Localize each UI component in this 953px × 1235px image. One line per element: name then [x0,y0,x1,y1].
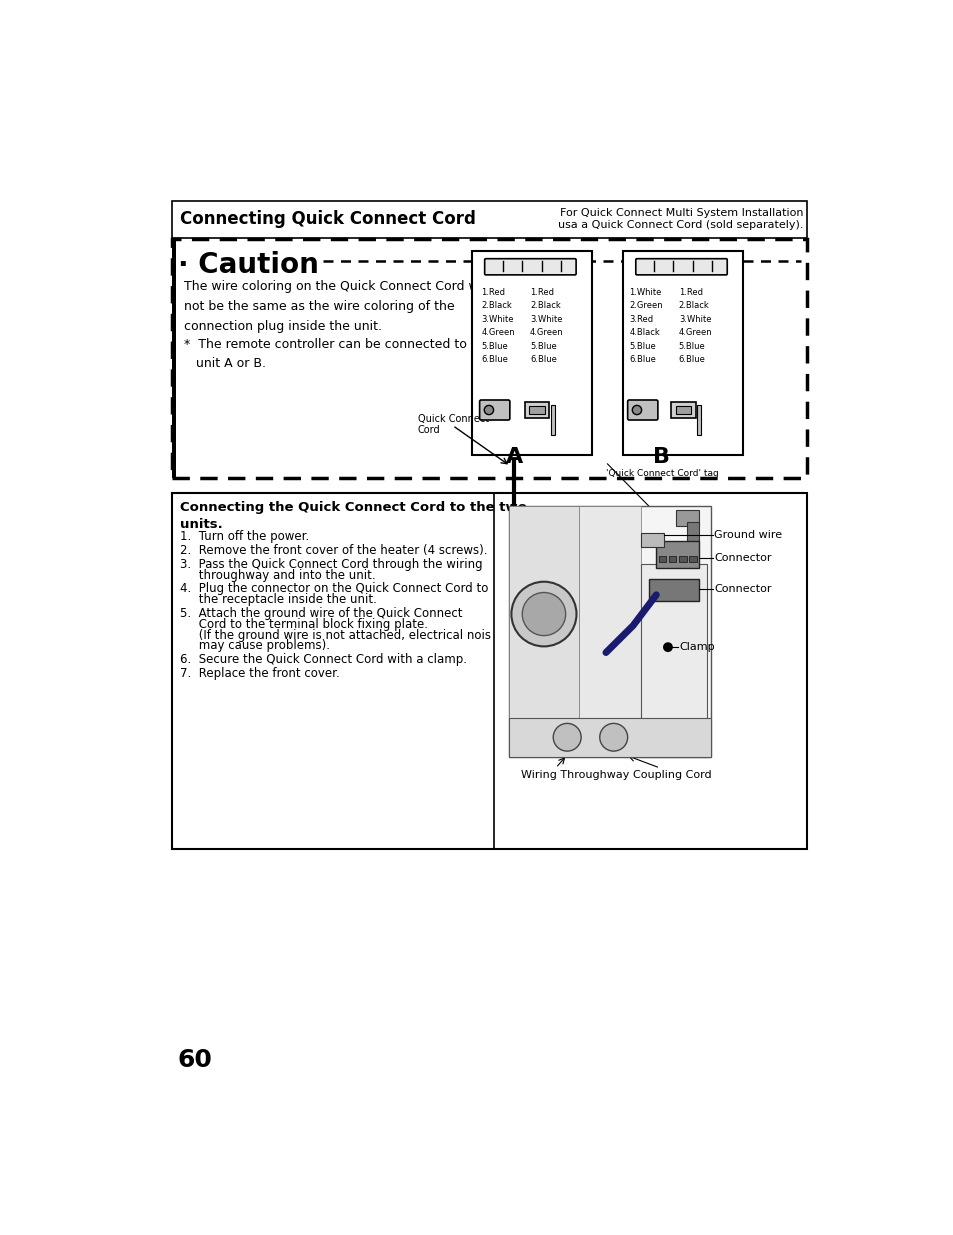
Text: 1.Red
2.Black
3.White
4.Green
5.Blue
6.Blue: 1.Red 2.Black 3.White 4.Green 5.Blue 6.B… [530,288,563,364]
Bar [648,579,699,601]
Text: For Quick Connect Multi System Installation
usa a Quick Connect Cord (sold separ: For Quick Connect Multi System Installat… [558,209,802,230]
Bar [697,405,700,436]
Bar [172,493,806,848]
Bar [640,534,663,547]
Bar [172,312,174,324]
FancyBboxPatch shape [635,258,726,275]
Text: Ground wire: Ground wire [714,530,781,540]
Bar [686,521,699,541]
Text: (If the ground wire is not attached, electrical nois: (If the ground wire is not attached, ele… [179,629,490,642]
Bar [472,251,592,454]
Bar [675,406,691,414]
Bar [172,240,175,478]
Text: Connector: Connector [714,584,771,594]
Bar [509,718,710,757]
Bar [172,340,174,350]
Circle shape [599,724,627,751]
Bar [172,299,174,310]
Text: A: A [505,447,522,467]
Bar [529,406,544,414]
Text: 7.  Replace the front cover.: 7. Replace the front cover. [179,667,339,680]
Text: throughway and into the unit.: throughway and into the unit. [179,568,375,582]
Text: 1.White
2.Green
3.Red
4.Black
5.Blue
6.Blue: 1.White 2.Green 3.Red 4.Black 5.Blue 6.B… [629,288,662,364]
Text: may cause problems).: may cause problems). [179,640,330,652]
Bar [172,240,806,478]
FancyBboxPatch shape [484,258,576,275]
Text: Connector: Connector [714,553,771,563]
Text: *  The remote controller can be connected to either
   unit A or B.: * The remote controller can be connected… [184,337,508,369]
Circle shape [632,405,641,415]
Text: 'Quick Connect Cord' tag: 'Quick Connect Cord' tag [605,468,718,478]
Circle shape [484,405,493,415]
Text: Wiring Throughway: Wiring Throughway [520,771,628,781]
Circle shape [553,724,580,751]
Text: 60: 60 [177,1047,212,1072]
Text: Connecting Quick Connect Cord: Connecting Quick Connect Cord [179,210,476,228]
Text: 1.Red
2.Black
3.White
4.Green
5.Blue
6.Blue: 1.Red 2.Black 3.White 4.Green 5.Blue 6.B… [679,288,712,364]
FancyBboxPatch shape [627,400,658,420]
Bar [550,405,555,436]
Text: Clamp: Clamp [679,642,715,652]
Text: B: B [653,447,670,467]
Bar [640,564,706,757]
Bar [668,556,676,562]
Bar [578,506,640,757]
Bar [172,285,174,296]
Bar [509,506,578,757]
Bar [675,510,699,526]
Text: 6.  Secure the Quick Connect Cord with a clamp.: 6. Secure the Quick Connect Cord with a … [179,653,466,667]
Text: 5.  Attach the ground wire of the Quick Connect: 5. Attach the ground wire of the Quick C… [179,608,461,620]
Bar [509,506,710,757]
Text: 2.  Remove the front cover of the heater (4 screws).: 2. Remove the front cover of the heater … [179,543,487,557]
Bar [688,556,696,562]
Text: 4.  Plug the connector on the Quick Connect Cord to: 4. Plug the connector on the Quick Conne… [179,583,488,595]
Text: Connecting the Quick Connect Cord to the two
units.: Connecting the Quick Connect Cord to the… [179,501,526,531]
Text: 1.Red
2.Black
3.White
4.Green
5.Blue
6.Blue: 1.Red 2.Black 3.White 4.Green 5.Blue 6.B… [480,288,515,364]
Text: 1.  Turn off the power.: 1. Turn off the power. [179,530,309,543]
Text: Quick Connect
Cord: Quick Connect Cord [417,414,488,436]
Text: the receptacle inside the unit.: the receptacle inside the unit. [179,593,376,606]
Bar [656,541,699,568]
FancyBboxPatch shape [479,400,509,420]
Bar [172,200,806,237]
Text: Coupling Cord: Coupling Cord [633,771,711,781]
Circle shape [521,593,565,636]
Circle shape [663,643,671,651]
Bar [524,401,549,419]
Circle shape [511,582,576,646]
Bar [670,401,695,419]
Text: · Caution: · Caution [178,252,318,279]
Bar [679,556,686,562]
Bar [658,556,666,562]
Text: 3.  Pass the Quick Connect Cord through the wiring: 3. Pass the Quick Connect Cord through t… [179,558,482,571]
Text: The wire coloring on the Quick Connect Cord will
not be the same as the wire col: The wire coloring on the Quick Connect C… [184,280,489,333]
Bar [622,251,742,454]
Text: Cord to the terminal block fixing plate.: Cord to the terminal block fixing plate. [179,618,427,631]
